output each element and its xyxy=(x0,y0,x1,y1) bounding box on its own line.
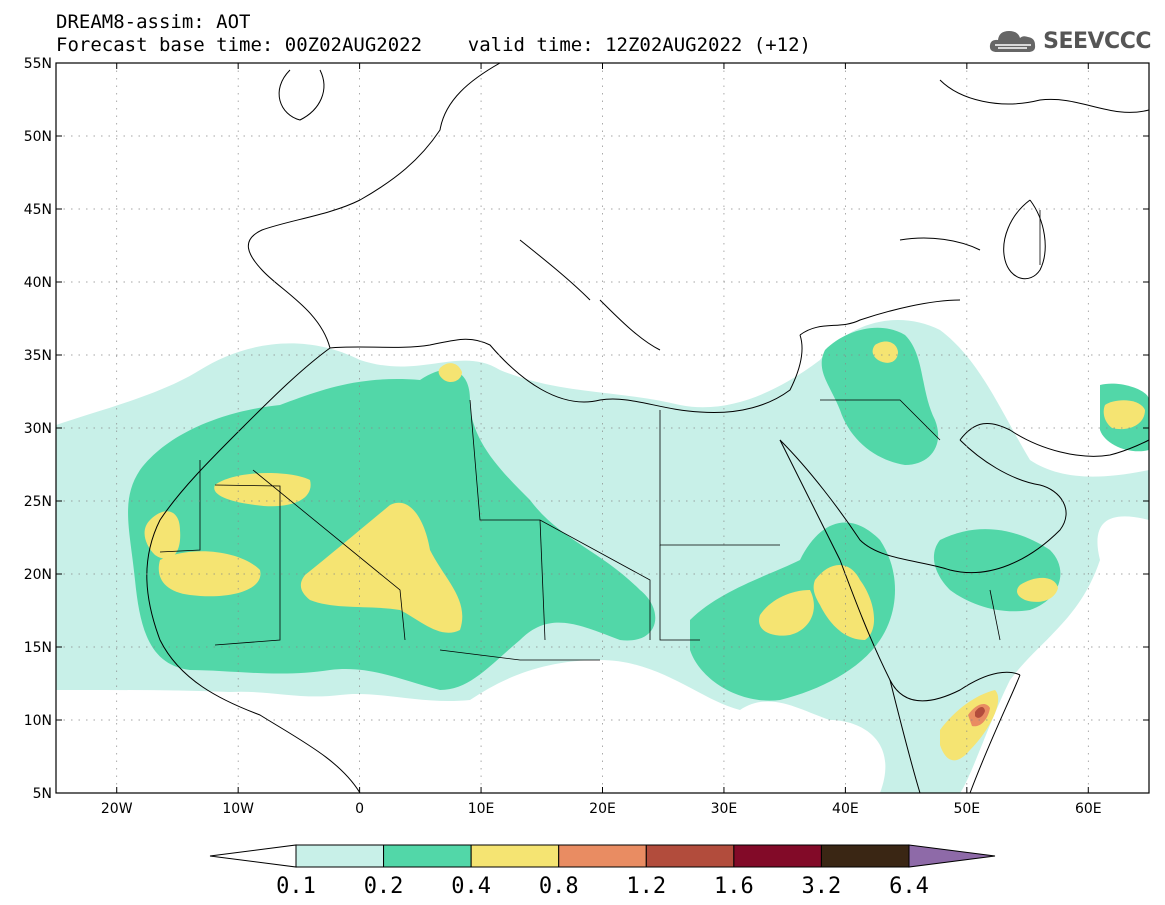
colorbar-segment xyxy=(383,844,472,868)
colorbar-low-arrow xyxy=(209,844,297,868)
lat-label: 35N xyxy=(24,348,52,364)
lat-label: 30N xyxy=(24,421,52,437)
lat-label: 5N xyxy=(33,786,52,802)
graticule xyxy=(56,63,1149,793)
lat-label: 25N xyxy=(24,494,52,510)
colorbar-label: 0.8 xyxy=(539,874,579,899)
lat-label: 55N xyxy=(24,56,52,72)
colorbar-segment xyxy=(820,844,910,868)
lon-label: 30E xyxy=(711,801,738,817)
lat-label: 10N xyxy=(24,713,52,729)
lon-label: 0 xyxy=(355,801,364,817)
lat-label: 45N xyxy=(24,202,52,218)
colorbar-label: 3.2 xyxy=(802,874,842,899)
lat-label: 15N xyxy=(24,640,52,656)
lon-label: 60E xyxy=(1075,801,1102,817)
map-title: DREAM8-assim: AOT xyxy=(56,11,251,33)
logo-text: SEEVCCC xyxy=(1043,28,1151,54)
aot-region-moderate-iraq xyxy=(821,327,939,465)
colorbar-high-arrow xyxy=(908,844,996,868)
colorbar-segment xyxy=(295,844,385,868)
lon-label: 10W xyxy=(222,801,254,817)
colorbar-segment xyxy=(470,844,560,868)
cloud-logo-icon xyxy=(990,31,1036,52)
seevccc-logo: SEEVCCC xyxy=(987,24,1151,58)
aot-region-high xyxy=(144,341,1145,761)
colorbar-label: 1.2 xyxy=(626,874,666,899)
borders xyxy=(159,210,1041,661)
colorbar-label: 0.1 xyxy=(276,874,316,899)
colorbar-segment xyxy=(733,844,822,868)
colorbar-label: 0.4 xyxy=(451,874,491,899)
axis-ticks xyxy=(56,62,1149,794)
coastlines xyxy=(146,63,1149,793)
colorbar-label: 0.2 xyxy=(364,874,404,899)
lat-label: 20N xyxy=(24,567,52,583)
colorbar-legend: 0.1 0.2 0.4 0.8 1.2 1.6 3.2 6.4 xyxy=(209,844,996,899)
aot-region-peak xyxy=(975,706,985,718)
longitude-labels: 20W 10W 0 10E 20E 30E 40E 50E 60E xyxy=(101,801,1102,817)
colorbar-label: 1.6 xyxy=(714,874,754,899)
colorbar-segment xyxy=(558,844,647,868)
aot-field xyxy=(56,63,1149,793)
lon-label: 10E xyxy=(468,801,495,817)
lon-label: 40E xyxy=(832,801,859,817)
forecast-time-line: Forecast base time: 00Z02AUG2022 valid t… xyxy=(56,34,811,56)
lat-label: 50N xyxy=(24,129,52,145)
lon-label: 50E xyxy=(953,801,980,817)
colorbar-label: 6.4 xyxy=(889,874,929,899)
lon-label: 20W xyxy=(101,801,133,817)
colorbar-segment xyxy=(645,844,735,868)
lon-label: 20E xyxy=(589,801,616,817)
lat-label: 40N xyxy=(24,275,52,291)
latitude-labels: 55N 50N 45N 40N 35N 30N 25N 20N 15N 10N 5N xyxy=(24,56,52,802)
